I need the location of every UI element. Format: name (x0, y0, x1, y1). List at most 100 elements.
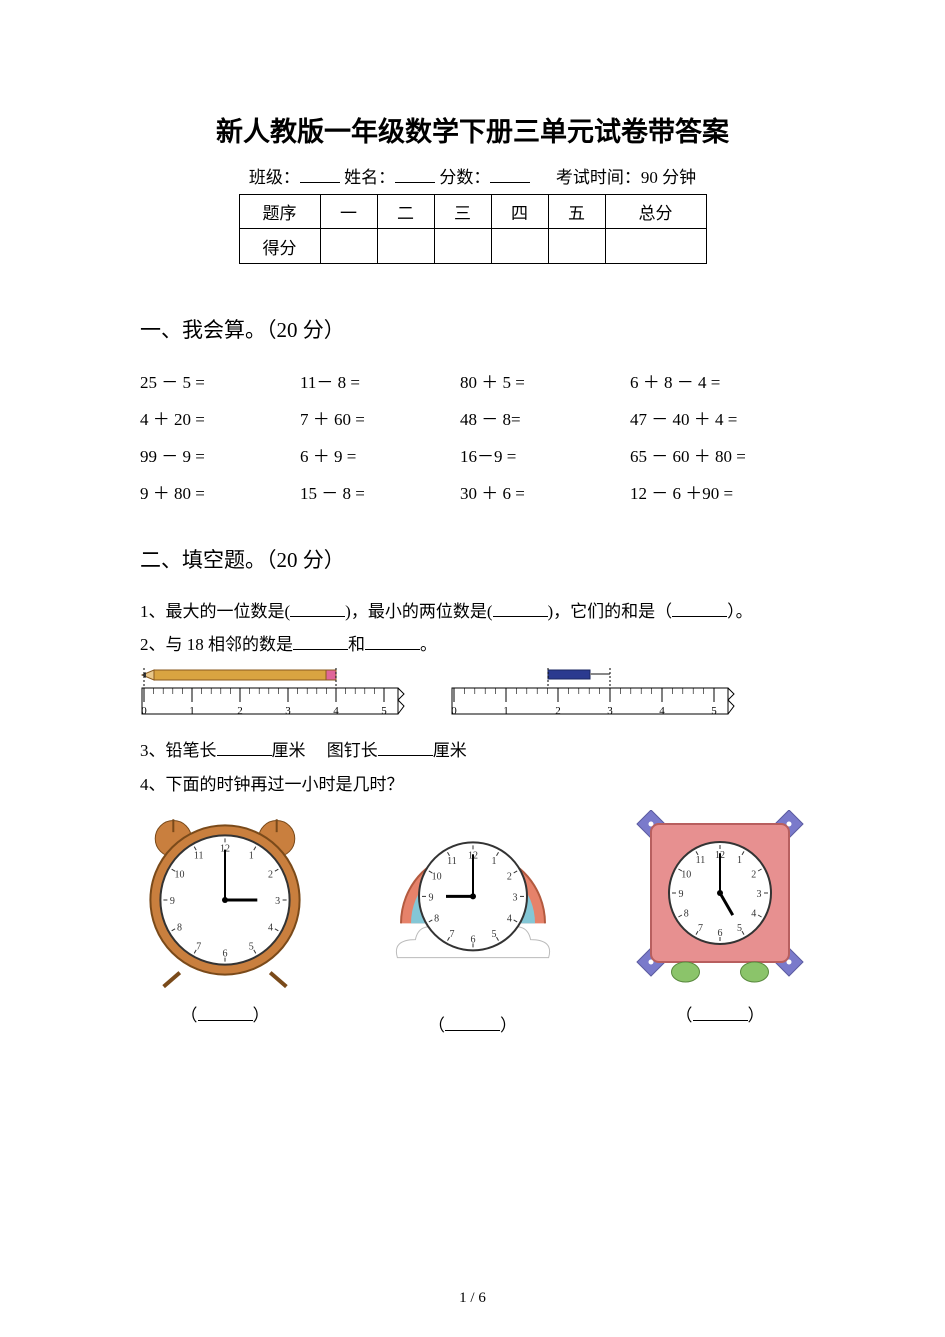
calc-problem: 80 ＋ 5 = (460, 368, 630, 393)
svg-text:9: 9 (679, 889, 684, 900)
score-header-row: 题序一二三四五总分 (239, 195, 706, 229)
name-blank (395, 165, 435, 183)
clock-1: 123456789101112（） (140, 810, 310, 1036)
svg-text:2: 2 (506, 871, 511, 882)
svg-text:10: 10 (431, 871, 441, 882)
q1-part: ）。 (727, 602, 753, 621)
svg-text:2: 2 (751, 869, 756, 880)
info-line: 班级： 姓名： 分数： 考试时间：90 分钟 (140, 163, 805, 188)
calc-problem: 11－ 8 = (300, 368, 460, 393)
calc-problem: 99 － 9 = (140, 442, 300, 467)
score-header-cell: 总分 (605, 195, 706, 229)
calc-problem: 65 － 60 ＋ 80 = (630, 442, 800, 467)
clock-3: 123456789101112（） (635, 810, 805, 1036)
q1-blank-2 (493, 599, 548, 617)
svg-text:0: 0 (451, 705, 457, 717)
score-blank (490, 165, 530, 183)
score-value-cell (377, 229, 434, 264)
calc-problem: 48 － 8= (460, 405, 630, 430)
svg-text:3: 3 (757, 889, 762, 900)
svg-text:11: 11 (194, 850, 204, 861)
svg-text:3: 3 (285, 705, 291, 717)
question-4: 4、下面的时钟再过一小时是几时？ (140, 771, 805, 798)
score-value-cell (491, 229, 548, 264)
svg-text:1: 1 (491, 856, 496, 867)
q3-part: 厘米 (433, 741, 467, 760)
page: 新人教版一年级数学下册三单元试卷带答案 班级： 姓名： 分数： 考试时间：90 … (0, 0, 945, 1337)
svg-text:5: 5 (491, 929, 496, 940)
exam-time-label: 考试时间： (556, 168, 641, 187)
svg-text:11: 11 (696, 855, 706, 866)
question-1: 1、最大的一位数是( )，最小的两位数是( )，它们的和是（ ）。 (140, 598, 805, 625)
calc-problem: 47 － 40 ＋ 4 = (630, 405, 800, 430)
svg-text:4: 4 (333, 705, 339, 717)
score-value-row: 得分 (239, 229, 706, 264)
svg-text:7: 7 (698, 923, 703, 934)
page-number: 1 / 6 (0, 1290, 945, 1307)
calc-problem: 25 － 5 = (140, 368, 300, 393)
ruler-pin: 012345 (450, 664, 760, 729)
svg-text:9: 9 (170, 896, 175, 907)
svg-text:3: 3 (275, 896, 280, 907)
calc-problem: 9 ＋ 80 = (140, 479, 300, 504)
svg-text:10: 10 (681, 869, 691, 880)
clocks-row: 123456789101112（）123456789101112（）123456… (140, 810, 805, 1036)
q2-part: 2、与 18 相邻的数是 (140, 635, 293, 654)
q1-blank-1 (290, 599, 345, 617)
question-3: 3、铅笔长厘米 图钉长厘米 (140, 737, 805, 764)
q1-blank-3 (672, 599, 727, 617)
score-header-cell: 一 (320, 195, 377, 229)
clock-2: 123456789101112（） (383, 810, 563, 1036)
calc-problem: 16－9 = (460, 442, 630, 467)
svg-text:5: 5 (711, 705, 717, 717)
score-value-cell (548, 229, 605, 264)
svg-text:10: 10 (174, 869, 184, 880)
q2-part: 和 (348, 635, 365, 654)
score-value-cell: 得分 (239, 229, 320, 264)
exam-time-value: 90 分钟 (641, 168, 696, 187)
score-value-cell (434, 229, 491, 264)
svg-text:0: 0 (141, 705, 147, 717)
question-2: 2、与 18 相邻的数是 和 。 (140, 631, 805, 658)
svg-text:5: 5 (249, 941, 254, 952)
score-header-cell: 五 (548, 195, 605, 229)
svg-text:2: 2 (237, 705, 243, 717)
score-header-cell: 四 (491, 195, 548, 229)
score-label: 分数： (439, 168, 490, 187)
q3-part: 3、铅笔长 (140, 741, 217, 760)
calc-problem: 7 ＋ 60 = (300, 405, 460, 430)
svg-text:2: 2 (268, 869, 273, 880)
svg-text:8: 8 (434, 913, 439, 924)
ruler-pencil: 0 1 2 3 4 5 (140, 664, 430, 729)
svg-text:11: 11 (447, 856, 457, 867)
clock-answer-blank: （） (140, 1001, 310, 1026)
svg-text:9: 9 (428, 892, 433, 903)
calc-problem: 6 ＋ 9 = (300, 442, 460, 467)
svg-text:5: 5 (381, 705, 387, 717)
document-title: 新人教版一年级数学下册三单元试卷带答案 (140, 110, 805, 149)
svg-text:1: 1 (189, 705, 195, 717)
q1-part: )，最小的两位数是( (345, 602, 492, 621)
svg-text:4: 4 (506, 913, 511, 924)
clock-answer-blank: （） (383, 1011, 563, 1036)
class-label: 班级： (249, 168, 300, 187)
calc-problem: 30 ＋ 6 = (460, 479, 630, 504)
section-1-heading: 一、我会算。（20 分） (140, 314, 805, 344)
score-value-cell (605, 229, 706, 264)
calc-problem: 12 － 6 ＋90 = (630, 479, 800, 504)
q3-blank-2 (378, 738, 433, 756)
svg-text:3: 3 (512, 892, 517, 903)
q1-part: )，它们的和是（ (548, 602, 673, 621)
svg-text:4: 4 (751, 908, 756, 919)
svg-text:1: 1 (503, 705, 509, 717)
svg-text:7: 7 (449, 929, 454, 940)
q1-part: 1、最大的一位数是( (140, 602, 290, 621)
rulers-row: 0 1 2 3 4 5 0 1 2 3 4 5 (140, 664, 805, 729)
q3-part: 厘米 (272, 741, 306, 760)
q2-part: 。 (420, 635, 437, 654)
svg-text:7: 7 (196, 941, 201, 952)
score-table: 题序一二三四五总分 得分 (239, 194, 707, 264)
calc-problem: 4 ＋ 20 = (140, 405, 300, 430)
clock-answer-blank: （） (635, 1001, 805, 1026)
svg-text:2: 2 (555, 705, 561, 717)
